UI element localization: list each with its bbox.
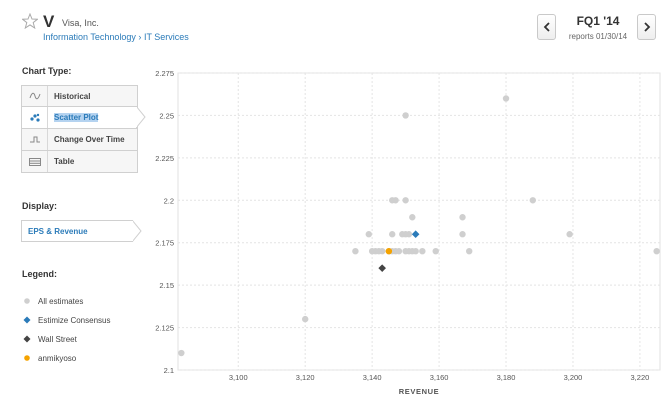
x-tick-label: 3,160 xyxy=(430,373,449,382)
plot-frame xyxy=(177,72,661,371)
point-all-estimates[interactable] xyxy=(402,112,409,119)
point-all-estimates[interactable] xyxy=(365,231,372,238)
y-tick-label: 2.2 xyxy=(164,196,174,205)
breadcrumb-separator: › xyxy=(138,32,142,42)
chart-type-table[interactable]: Table xyxy=(21,151,138,173)
y-tick-label: 2.25 xyxy=(159,111,174,120)
x-axis-title: REVENUE xyxy=(399,387,439,396)
point-all-estimates[interactable] xyxy=(466,248,473,255)
table-icon xyxy=(22,151,48,172)
chart-grid xyxy=(177,72,661,371)
legend-item-user: anmikyoso xyxy=(22,353,76,363)
display-value: EPS & Revenue xyxy=(28,226,88,236)
wave-icon xyxy=(22,86,48,106)
chart-points xyxy=(178,95,660,357)
active-arrow xyxy=(136,106,146,128)
active-arrow xyxy=(132,220,142,242)
y-tick-label: 2.15 xyxy=(159,281,174,290)
y-tick-label: 2.175 xyxy=(155,239,174,248)
company-name: Visa, Inc. xyxy=(62,18,99,28)
y-tick-label: 2.275 xyxy=(155,69,174,78)
x-tick-label: 3,140 xyxy=(363,373,382,382)
breadcrumb: Information Technology › IT Services xyxy=(43,32,189,42)
chart-ticks: 2.1 2.125 2.15 2.175 2.2 2.225 2.25 2.275 3,100 3… xyxy=(155,69,649,382)
point-all-estimates[interactable] xyxy=(409,214,416,221)
quarter-label: FQ1 '14 xyxy=(576,14,620,28)
chart-type-heading: Chart Type: xyxy=(22,66,72,76)
y-tick-label: 2.225 xyxy=(155,154,174,163)
point-all-estimates[interactable] xyxy=(389,231,396,238)
display-eps-revenue-button[interactable]: EPS & Revenue xyxy=(21,220,142,242)
point-anmikyoso[interactable] xyxy=(385,248,393,255)
x-tick-label: 3,180 xyxy=(497,373,516,382)
chart-type-historical[interactable]: Historical xyxy=(21,85,138,107)
legend-label: All estimates xyxy=(38,296,84,306)
point-all-estimates[interactable] xyxy=(405,231,413,238)
point-all-estimates[interactable] xyxy=(301,315,309,323)
point-all-estimates[interactable] xyxy=(502,95,510,102)
point-all-estimates[interactable] xyxy=(392,197,399,204)
point-all-estimates[interactable] xyxy=(178,349,185,357)
point-all-estimates[interactable] xyxy=(459,214,466,221)
chart-type-change-over-time[interactable]: Change Over Time xyxy=(21,129,138,151)
point-all-estimates[interactable] xyxy=(529,197,537,204)
scatter-icon xyxy=(22,107,48,128)
legend-label: Estimize Consensus xyxy=(38,315,111,325)
x-tick-label: 3,100 xyxy=(229,373,248,382)
circle-icon xyxy=(22,353,32,363)
display-heading: Display: xyxy=(22,201,58,211)
point-all-estimates[interactable] xyxy=(432,248,439,255)
ticker-symbol: V xyxy=(43,12,55,31)
diamond-icon xyxy=(22,315,32,325)
point-all-estimates[interactable] xyxy=(378,248,386,255)
chart-type-label: Table xyxy=(54,157,75,166)
point-all-estimates[interactable] xyxy=(402,197,409,204)
x-tick-label: 3,120 xyxy=(296,373,315,382)
point-all-estimates[interactable] xyxy=(395,248,403,255)
y-tick-label: 2.125 xyxy=(155,324,174,333)
circle-icon xyxy=(22,296,32,306)
diamond-icon xyxy=(22,334,32,344)
point-all-estimates[interactable] xyxy=(459,231,466,238)
chart-type-label: Historical xyxy=(54,91,91,101)
next-quarter-button[interactable] xyxy=(637,14,656,40)
step-icon xyxy=(22,129,48,150)
stock-header: V Visa, Inc. Information Technology › IT… xyxy=(0,0,670,50)
point-all-estimates[interactable] xyxy=(566,231,573,238)
point-all-estimates[interactable] xyxy=(412,248,419,255)
x-tick-label: 3,220 xyxy=(631,373,650,382)
legend-label: Wall Street xyxy=(38,334,77,344)
chart-type-list: Historical Scatter Plot Change Over Time… xyxy=(21,85,146,173)
star-icon[interactable] xyxy=(22,13,38,29)
point-wall-street[interactable] xyxy=(378,264,386,272)
report-date: reports 01/30/14 xyxy=(568,32,628,41)
legend-item-all-estimates: All estimates xyxy=(22,296,83,306)
previous-quarter-button[interactable] xyxy=(537,14,556,40)
point-all-estimates[interactable] xyxy=(352,248,359,255)
point-all-estimates[interactable] xyxy=(653,248,660,255)
point-estimize-consensus[interactable] xyxy=(411,230,420,239)
legend-label: anmikyoso xyxy=(38,353,77,363)
legend-item-estimize-consensus: Estimize Consensus xyxy=(22,315,110,325)
industry-link[interactable]: IT Services xyxy=(143,32,189,42)
chevron-left-icon xyxy=(543,22,550,32)
chevron-right-icon xyxy=(643,22,650,32)
chart-type-label: Change Over Time xyxy=(54,135,125,144)
chart-type-label-text: Scatter Plot xyxy=(54,113,99,122)
legend-heading: Legend: xyxy=(22,269,57,279)
y-tick-label: 2.1 xyxy=(164,366,174,375)
chart-type-scatter-plot[interactable]: Scatter Plot xyxy=(21,106,146,129)
legend-item-wall-street: Wall Street xyxy=(22,334,77,344)
chart-type-label: Scatter Plot xyxy=(48,113,99,122)
x-tick-label: 3,200 xyxy=(564,373,583,382)
sector-link[interactable]: Information Technology xyxy=(43,32,136,42)
point-all-estimates[interactable] xyxy=(419,248,426,255)
